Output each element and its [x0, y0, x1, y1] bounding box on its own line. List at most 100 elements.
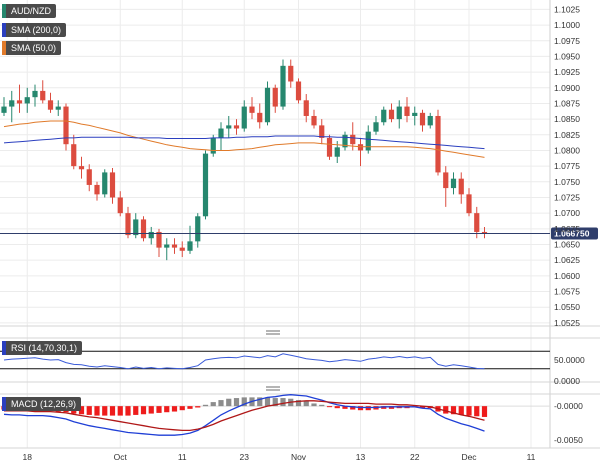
current-price-badge: 1.066750 [551, 227, 598, 240]
candle [133, 213, 139, 239]
sma-50-swatch [2, 41, 6, 55]
macd-histogram-bar [458, 406, 464, 415]
rsi-axis-tick: 0.0000 [554, 376, 580, 386]
macd-histogram-bar [202, 404, 209, 407]
price-axis-tick: 1.0800 [554, 145, 580, 155]
candle [187, 225, 193, 254]
macd-histogram-bar [86, 406, 92, 415]
sma-50-line [3, 120, 485, 158]
sma-200-line [3, 135, 485, 150]
candle [342, 131, 348, 151]
candle [373, 115, 379, 135]
candle [63, 103, 69, 151]
macd-histogram-bar [171, 406, 178, 412]
macd-histogram-bar [450, 406, 457, 415]
sma-50-label: SMA (50,0) [11, 43, 57, 53]
price-axis-tick: 1.0925 [554, 67, 580, 77]
macd-histogram-bar [334, 406, 340, 409]
macd-axis-tick: -0.0050 [554, 435, 583, 445]
candle [272, 84, 278, 113]
candle [32, 84, 38, 107]
candle [109, 168, 116, 204]
candle [164, 238, 170, 261]
instrument-label: AUD/NZD [11, 6, 51, 16]
candle [202, 150, 209, 220]
macd-histogram-bar [443, 406, 449, 414]
price-axis-tick: 1.0575 [554, 287, 580, 297]
macd-histogram-bar [125, 406, 131, 416]
candle [295, 78, 302, 104]
macd-histogram-bar [481, 406, 488, 417]
candle [412, 106, 418, 126]
time-axis-tick: 13 [356, 452, 366, 462]
macd-histogram-bar [326, 406, 333, 408]
candle [55, 100, 61, 116]
price-axis-tick: 1.0650 [554, 240, 580, 250]
macd-histogram-bar [295, 400, 302, 407]
macd-histogram-bar [148, 406, 154, 414]
candle [481, 226, 488, 239]
price-axis-tick: 1.0750 [554, 177, 580, 187]
candle [326, 134, 333, 160]
price-axis-tick: 1.0825 [554, 130, 580, 140]
macd-histogram-bar [311, 403, 317, 407]
macd-histogram-bar [419, 406, 426, 409]
pane-resize-handle-2[interactable] [266, 386, 280, 391]
macd-histogram-bar [257, 397, 263, 407]
time-axis-tick: Oct [114, 452, 128, 462]
macd-histogram-bar [280, 398, 286, 407]
candle [16, 84, 23, 113]
price-axis-tick: 1.0525 [554, 318, 580, 328]
price-axis-tick: 1.0775 [554, 161, 580, 171]
instrument-tag[interactable]: AUD/NZD [2, 4, 56, 18]
rsi-swatch [2, 341, 6, 355]
candle [94, 181, 100, 201]
price-axis-tick: 1.0975 [554, 36, 580, 46]
candle [226, 115, 232, 138]
sma-200-swatch [2, 23, 6, 37]
price-axis-tick: 1.1000 [554, 20, 580, 30]
rsi-label: RSI (14,70,30,1) [11, 343, 78, 353]
macd-signal-line [4, 400, 485, 432]
macd-histogram-bar [187, 406, 193, 409]
time-axis-tick: Dec [461, 452, 477, 462]
macd-histogram-bar [388, 406, 395, 409]
sma-50-tag[interactable]: SMA (50,0) [2, 41, 62, 55]
macd-tag[interactable]: MACD (12,26,9) [2, 397, 82, 411]
macd-histogram-bar [218, 400, 224, 407]
macd-histogram-bar [272, 398, 278, 407]
candle [125, 206, 131, 239]
macd-histogram-bar [109, 406, 116, 416]
candle [264, 81, 271, 126]
candle [419, 109, 426, 132]
candle [218, 122, 224, 151]
rsi-pane [3, 353, 485, 370]
rsi-axis-tick: 50.0000 [554, 355, 585, 365]
macd-histogram-bar [78, 406, 85, 415]
candle [427, 112, 433, 129]
candle [458, 172, 464, 204]
macd-histogram-bar [365, 406, 371, 411]
macd-histogram-bar [133, 406, 139, 415]
candle [474, 206, 480, 239]
candle [179, 241, 185, 258]
macd-line [3, 394, 485, 436]
sma-200-tag[interactable]: SMA (200,0) [2, 23, 67, 37]
price-axis-tick: 1.0625 [554, 255, 580, 265]
macd-histogram-bar [466, 406, 472, 416]
candle [241, 100, 247, 132]
candle [195, 213, 201, 248]
candle [47, 92, 54, 113]
pane-resize-handle-1[interactable] [266, 330, 280, 335]
candle [257, 103, 263, 129]
candle [357, 137, 364, 167]
candle [102, 169, 108, 198]
macd-histogram-bar [381, 406, 387, 409]
price-axis-tick: 1.0550 [554, 302, 580, 312]
price-axis-tick: 1.0875 [554, 98, 580, 108]
rsi-tag[interactable]: RSI (14,70,30,1) [2, 341, 83, 355]
candle [280, 59, 286, 110]
candle [404, 97, 410, 123]
candle [71, 134, 77, 170]
price-pane: 1.066750 [0, 59, 598, 261]
